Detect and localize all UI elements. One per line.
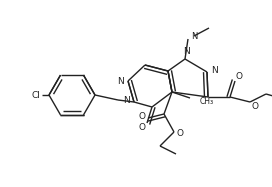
- Text: N: N: [184, 47, 190, 56]
- Text: O: O: [236, 71, 243, 80]
- Text: CH₃: CH₃: [200, 96, 214, 105]
- Text: N: N: [117, 76, 123, 85]
- Text: N: N: [212, 65, 218, 74]
- Text: N: N: [191, 31, 197, 41]
- Text: N: N: [123, 96, 129, 105]
- Text: Cl: Cl: [32, 91, 41, 99]
- Text: O: O: [177, 130, 184, 139]
- Text: O: O: [138, 122, 146, 131]
- Text: O: O: [252, 102, 258, 111]
- Text: O: O: [138, 111, 146, 120]
